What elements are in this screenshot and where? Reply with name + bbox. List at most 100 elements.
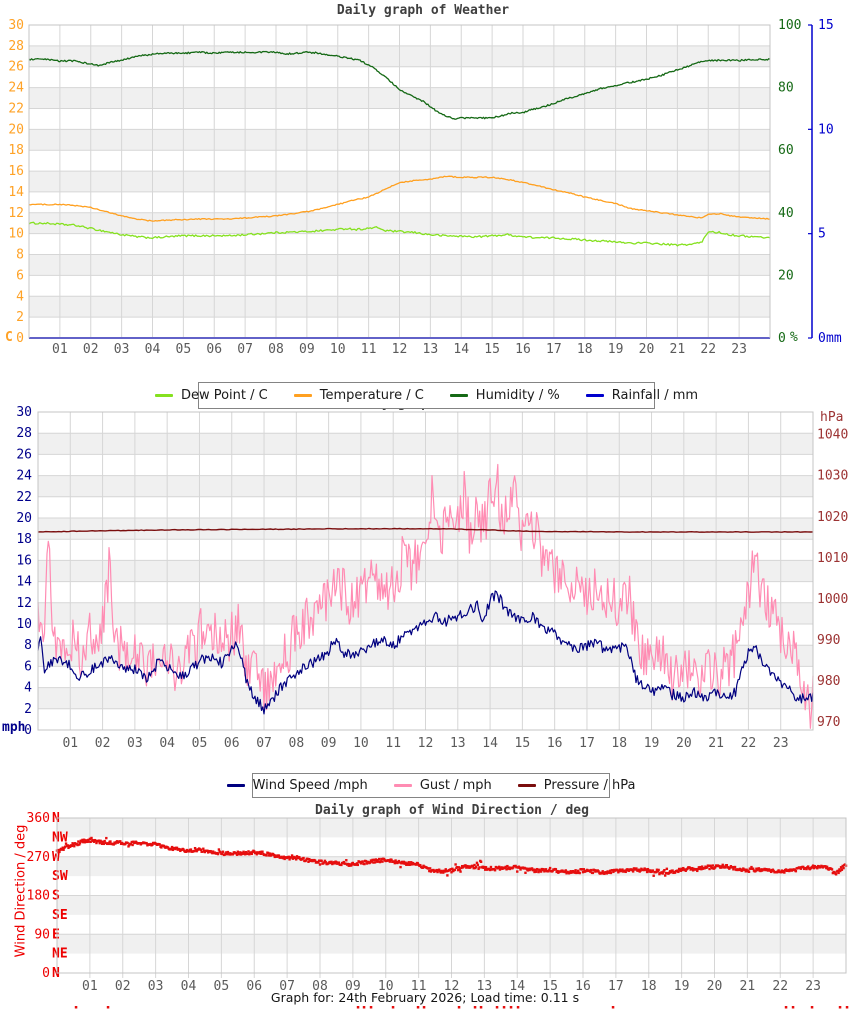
axis-tick-label: NE <box>52 947 68 962</box>
axis-tick-label: 03 <box>127 736 143 751</box>
axis-tick-label: C <box>5 330 13 345</box>
axis-tick-label: 01 <box>52 342 68 357</box>
axis-tick-label: 16 <box>16 553 32 568</box>
axis-tick-label: SE <box>52 908 68 923</box>
axis-tick-label: 18 <box>8 143 24 158</box>
axis-tick-label: 1020 <box>817 510 848 525</box>
axis-tick-label: 14 <box>509 979 525 994</box>
footer-scatter-marks <box>74 1006 849 1009</box>
axis-tick-label: 08 <box>268 342 284 357</box>
axis-tick-label: 22 <box>8 101 24 116</box>
axis-tick-label: 19 <box>608 342 624 357</box>
axis-tick-label: 19 <box>674 979 690 994</box>
gust-dash-icon <box>393 784 412 787</box>
axis-tick-label: 22 <box>772 979 788 994</box>
axis-tick-label: 15 <box>818 18 834 33</box>
axis-tick-label: 05 <box>176 342 192 357</box>
axis-tick-label: 04 <box>181 979 197 994</box>
dew-point-dash-icon <box>154 394 173 397</box>
axis-tick-label: 28 <box>8 39 24 54</box>
series-wind-direction-deg <box>55 836 848 877</box>
axis-tick-label: 8 <box>24 638 32 653</box>
axis-tick-label: 8 <box>16 248 24 263</box>
axis-tick-label: 980 <box>817 674 840 689</box>
legend-item-dew-point: Dew Point / C <box>154 388 268 403</box>
axis-tick-label: 05 <box>192 736 208 751</box>
series-pressure-hpa <box>37 527 814 533</box>
axis-tick-label: 02 <box>95 736 111 751</box>
axis-tick-label: 24 <box>8 81 24 96</box>
axis-tick-label: 1040 <box>817 428 848 443</box>
axis-tick-label: 09 <box>345 979 361 994</box>
axis-tick-label: SW <box>52 869 68 884</box>
axis-tick-label: 11 <box>361 342 377 357</box>
axis-tick-label: 40 <box>778 206 794 221</box>
axis-tick-label: 12 <box>8 206 24 221</box>
axis-tick-label: 01 <box>62 736 78 751</box>
axis-tick-label: 12 <box>392 342 408 357</box>
chart3-plot: N NW W SW S SE E NE N 01 02 03 04 05 06 07 08 09 10 11 12 13 1… <box>27 811 848 994</box>
axis-tick-label: 07 <box>237 342 253 357</box>
axis-tick-label: 07 <box>279 979 295 994</box>
axis-tick-label: 03 <box>114 342 130 357</box>
axis-tick-label: 10 <box>378 979 394 994</box>
axis-tick-label: 23 <box>731 342 747 357</box>
axis-tick-label: 14 <box>16 575 32 590</box>
plot-border <box>56 817 847 974</box>
wind-speed-dash-icon <box>226 784 245 787</box>
axis-tick-label: 06 <box>224 736 240 751</box>
legend-item-humidity: Humidity / % <box>449 388 560 403</box>
legend-label: Pressure / hPa <box>543 778 636 793</box>
axis-tick-label: 60 <box>778 143 794 158</box>
chart2-plot: 01 02 03 04 05 06 07 08 09 10 11 12 13 14 15 16 17 18 19 20… <box>2 405 848 751</box>
axis-tick-label: 12 <box>444 979 460 994</box>
axis-tick-label: 15 <box>515 736 531 751</box>
axis-tick-label: 08 <box>312 979 328 994</box>
axis-tick-label: 13 <box>477 979 493 994</box>
axis-tick-label: 6 <box>24 659 32 674</box>
axis-tick-label: 22 <box>16 490 32 505</box>
chart3-y-axis-label: Wind Direction / deg <box>13 824 29 958</box>
axis-tick-label: S <box>52 889 60 904</box>
chart3-title: Daily graph of Wind Direction / deg <box>315 803 589 818</box>
axis-tick-label: 5 <box>818 227 826 242</box>
axis-tick-label: 17 <box>546 342 562 357</box>
series-humidity- <box>28 50 771 120</box>
axis-tick-label: 13 <box>423 342 439 357</box>
legend-item-pressure: Pressure / hPa <box>517 778 636 793</box>
legend-label: Dew Point / C <box>180 388 268 403</box>
axis-tick-label: 12 <box>16 596 32 611</box>
axis-tick-label: 180 <box>27 889 50 904</box>
axis-tick-label: 03 <box>148 979 164 994</box>
axis-tick-label: 4 <box>16 289 24 304</box>
axis-tick-label: 20 <box>8 122 24 137</box>
axis-tick-label: 360 <box>27 811 50 826</box>
legend-item-wind-speed: Wind Speed /mph <box>226 778 368 793</box>
axis-tick-label: mph <box>2 720 25 735</box>
axis-tick-label: 100 <box>778 18 801 33</box>
axis-tick-label: mm <box>826 331 842 346</box>
axis-tick-label: 14 <box>8 185 24 200</box>
axis-tick-label: 22 <box>700 342 716 357</box>
axis-tick-label: 10 <box>353 736 369 751</box>
legend-label: Gust / mph <box>419 778 492 793</box>
axis-tick-label: 30 <box>8 18 24 33</box>
axis-tick-label: 10 <box>8 227 24 242</box>
chart2-legend: Wind Speed /mph Gust / mph Pressure / hP… <box>226 773 635 798</box>
axis-tick-label: N <box>52 811 60 826</box>
axis-tick-label: 14 <box>482 736 498 751</box>
axis-tick-label: 20 <box>639 342 655 357</box>
axis-tick-label: 21 <box>740 979 756 994</box>
axis-tick-label: 14 <box>453 342 469 357</box>
axis-tick-label: 10 <box>330 342 346 357</box>
axis-tick-label: 02 <box>115 979 131 994</box>
axis-tick-label: 1000 <box>817 592 848 607</box>
axis-tick-label: 20 <box>676 736 692 751</box>
temperature-dash-icon <box>293 394 312 397</box>
axis-tick-label: E <box>52 927 60 942</box>
axis-tick-label: W <box>52 850 60 865</box>
axis-tick-label: 0 <box>24 723 32 738</box>
axis-tick-label: 26 <box>16 447 32 462</box>
axis-tick-label: 0 <box>42 966 50 981</box>
